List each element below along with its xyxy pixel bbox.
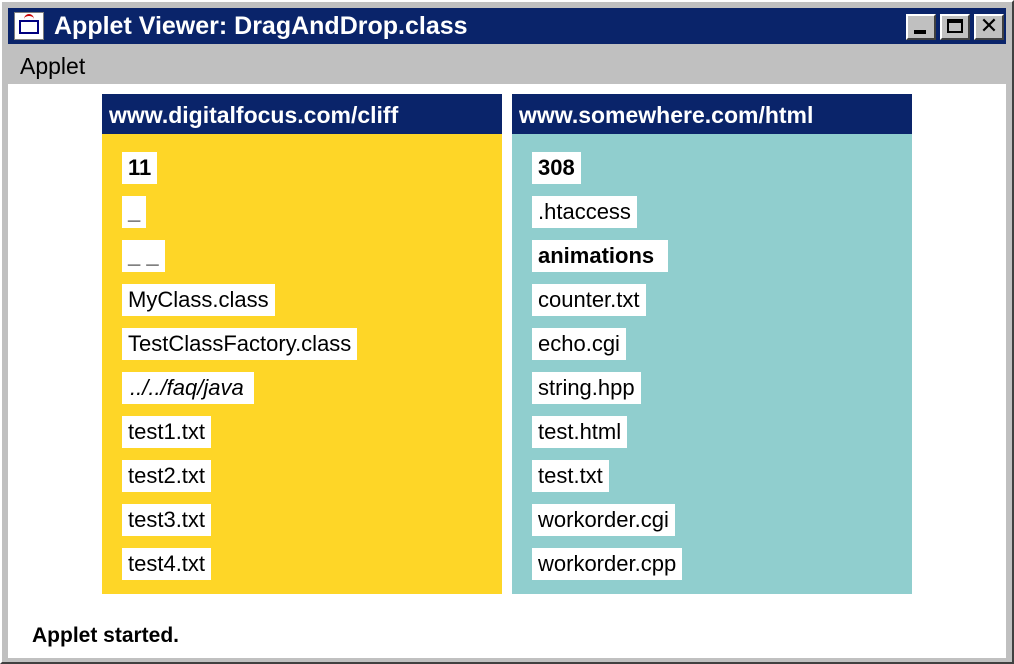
file-item[interactable]: string.hpp: [532, 372, 682, 404]
file-item[interactable]: TestClassFactory.class: [122, 328, 358, 360]
file-item[interactable]: animations: [532, 240, 682, 272]
title-bar[interactable]: Applet Viewer: DragAndDrop.class ✕: [8, 8, 1006, 44]
file-item[interactable]: _ _: [122, 240, 357, 272]
close-icon: ✕: [979, 13, 999, 38]
file-item[interactable]: test1.txt: [122, 416, 357, 448]
file-item[interactable]: test.html: [532, 416, 682, 448]
java-applet-icon[interactable]: [14, 12, 44, 40]
status-text: Applet started.: [32, 624, 180, 647]
left-panel-header: www.digitalfocus.com/cliff: [102, 94, 502, 134]
left-file-list: 11 _ _ _ MyClass.class TestClassFactory.…: [122, 152, 358, 592]
file-item[interactable]: ../../faq/java: [122, 372, 357, 404]
minimize-icon: [914, 30, 926, 34]
file-item[interactable]: _: [122, 196, 357, 228]
right-panel-header: www.somewhere.com/html: [512, 94, 912, 134]
right-file-panel[interactable]: www.somewhere.com/html 308 .htaccess ani…: [512, 94, 912, 594]
menu-bar: Applet: [8, 48, 1006, 84]
file-item[interactable]: MyClass.class: [122, 284, 357, 316]
file-item[interactable]: .htaccess: [532, 196, 682, 228]
file-item[interactable]: test3.txt: [122, 504, 357, 536]
close-button[interactable]: ✕: [974, 13, 1004, 40]
file-item[interactable]: workorder.cgi: [532, 504, 682, 536]
right-file-list: 308 .htaccess animations counter.txt ech…: [532, 152, 683, 592]
file-item[interactable]: 308: [532, 152, 682, 184]
file-item[interactable]: counter.txt: [532, 284, 682, 316]
maximize-button[interactable]: [940, 14, 970, 40]
file-item[interactable]: test4.txt: [122, 548, 357, 580]
file-item[interactable]: workorder.cpp: [532, 548, 683, 580]
left-file-panel[interactable]: www.digitalfocus.com/cliff 11 _ _ _ MyCl…: [102, 94, 502, 594]
applet-content: www.digitalfocus.com/cliff 11 _ _ _ MyCl…: [8, 84, 1006, 658]
file-item[interactable]: test.txt: [532, 460, 682, 492]
file-item[interactable]: echo.cgi: [532, 328, 682, 360]
file-item[interactable]: 11: [122, 152, 357, 184]
minimize-button[interactable]: [906, 14, 936, 40]
maximize-icon: [947, 19, 963, 33]
menu-applet[interactable]: Applet: [20, 53, 86, 79]
file-item[interactable]: test2.txt: [122, 460, 357, 492]
window-title: Applet Viewer: DragAndDrop.class: [54, 12, 468, 40]
